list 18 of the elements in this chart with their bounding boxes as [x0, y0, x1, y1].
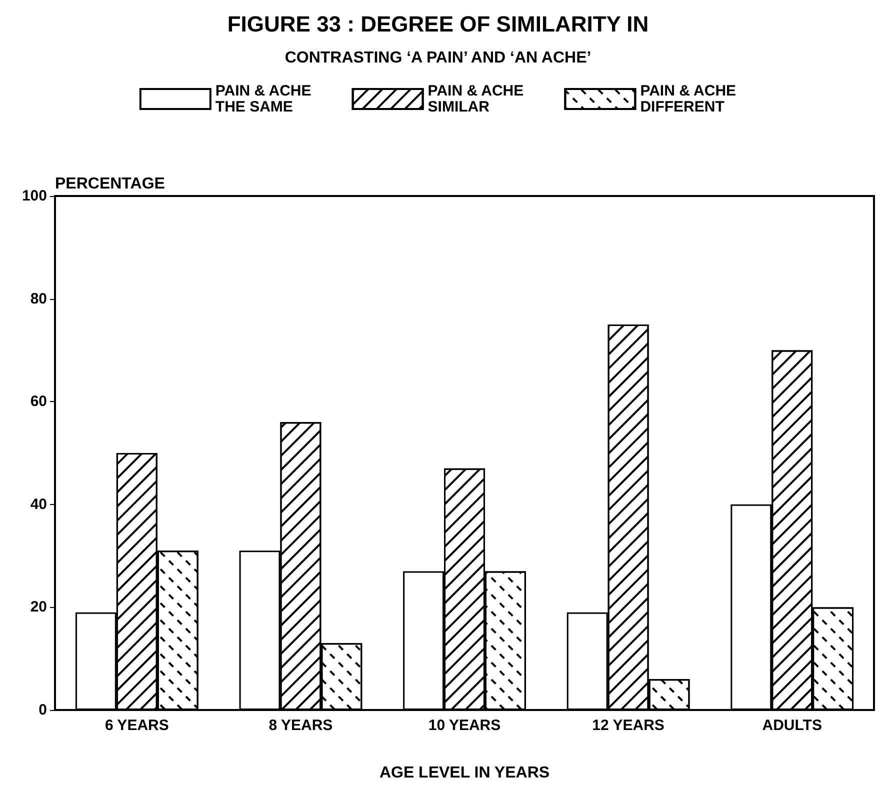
legend-label: PAIN & ACHE THE SAME: [215, 82, 312, 116]
chart-subtitle: CONTRASTING ‘A PAIN’ AND ‘AN ACHE’: [284, 50, 592, 66]
x-tick-label: 8 YEARS: [268, 717, 333, 734]
y-tick-label: 100: [22, 188, 47, 204]
y-tick-label: 0: [38, 702, 47, 718]
x-axis-title: AGE LEVEL IN YEARS: [379, 764, 550, 782]
legend-label: PAIN & ACHE DIFFERENT: [640, 82, 736, 116]
x-tick-label: 6 YEARS: [104, 717, 169, 734]
x-tick-label: 12 YEARS: [592, 717, 664, 734]
y-tick-label: 80: [30, 290, 47, 308]
x-tick-label: ADULTS: [762, 717, 822, 734]
y-tick-label: 20: [30, 598, 47, 616]
chart-title: FIGURE 33 : DEGREE OF SIMILARITY IN: [227, 12, 649, 36]
y-tick-label: 60: [30, 393, 47, 410]
x-tick-label: 10 YEARS: [428, 717, 501, 734]
y-tick-label: 40: [30, 496, 47, 513]
y-axis-title: PERCENTAGE: [55, 176, 166, 192]
legend-label: PAIN & ACHE SIMILAR: [428, 82, 524, 116]
